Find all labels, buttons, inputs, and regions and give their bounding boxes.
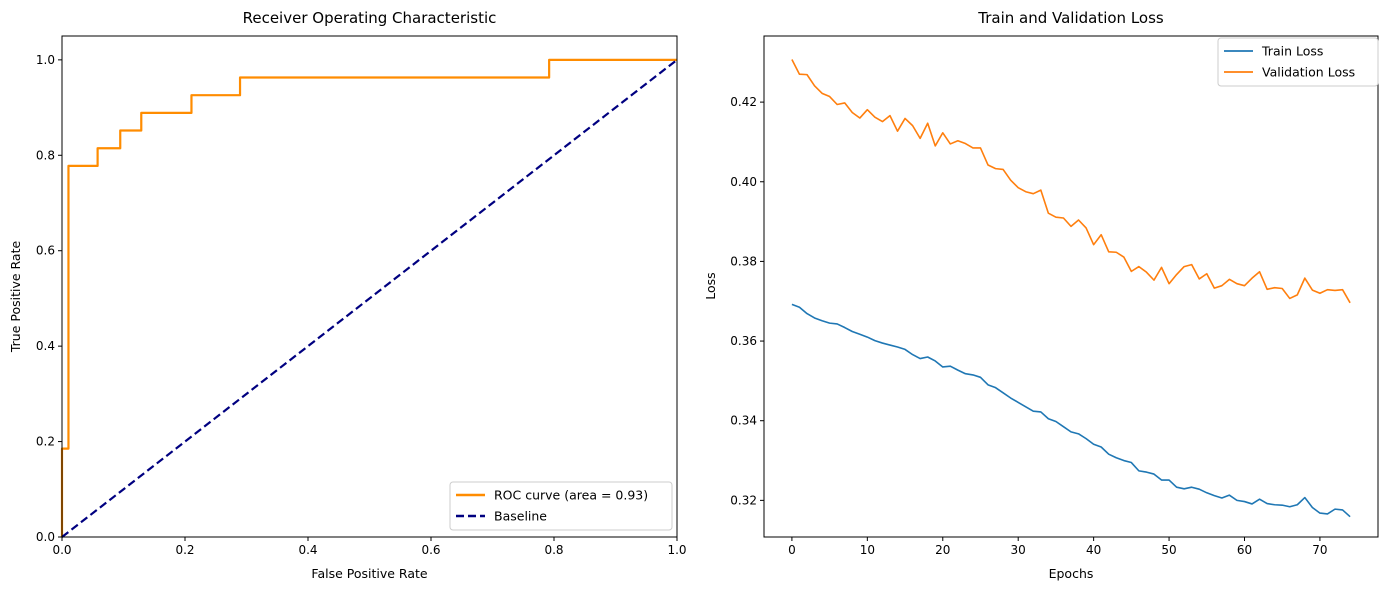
loss-x-tick-label: 20: [935, 543, 950, 557]
roc-x-tick-label: 0.4: [298, 543, 317, 557]
loss-y-tick-label: 0.38: [730, 254, 757, 268]
loss-chart: Train and Validation Loss 0 10 20 30 40 50 60 7…: [703, 9, 1379, 581]
roc-y-axis-label: True Positive Rate: [8, 241, 23, 354]
roc-series-line-0: [60, 58, 677, 537]
roc-x-tick-label: 0.0: [52, 543, 71, 557]
roc-legend-label-baseline: Baseline: [494, 509, 547, 524]
roc-x-tick-label: 0.2: [175, 543, 194, 557]
roc-legend-box: [449, 481, 673, 531]
loss-x-axis-label: Epochs: [1049, 566, 1094, 581]
roc-chart-title: Receiver Operating Characteristic: [243, 9, 497, 27]
roc-legend: ROC curve (area = 0.93) Baseline: [449, 481, 673, 531]
loss-legend: Train Loss Validation Loss: [1217, 37, 1379, 87]
loss-axes-frame: [763, 35, 1379, 538]
loss-x-tick-label: 40: [1086, 543, 1101, 557]
loss-plot-area: 0 10 20 30 40 50 60 70 0.32 0.34 0.36 0.38 0.40 0.42: [730, 35, 1379, 557]
loss-chart-title: Train and Validation Loss: [977, 9, 1164, 27]
roc-y-tick-label: 0.6: [36, 244, 55, 258]
roc-legend-label-roc-curve: ROC curve (area = 0.93): [494, 488, 648, 503]
roc-y-tick-label: 0.2: [36, 435, 55, 449]
loss-series-line-1: [791, 59, 1351, 304]
roc-x-tick-label: 1.0: [667, 543, 686, 557]
roc-plot-area: 0.0 0.2 0.4 0.6 0.8 1.0 0.0 0.2 0.4 0.6 0.8 1.0: [36, 35, 687, 557]
roc-x-tick-label: 0.6: [421, 543, 440, 557]
loss-x-tick-label: 60: [1237, 543, 1252, 557]
loss-legend-label-validation: Validation Loss: [1262, 65, 1355, 80]
roc-series-line-1: [61, 58, 678, 538]
loss-y-tick-label: 0.34: [730, 414, 757, 428]
loss-y-axis-label: Loss: [703, 272, 718, 299]
roc-chart: Receiver Operating Characteristic 0.0 0.2…: [8, 9, 687, 581]
loss-legend-box: [1217, 37, 1379, 87]
loss-y-tick-label: 0.36: [730, 334, 757, 348]
loss-x-tick-label: 70: [1312, 543, 1327, 557]
roc-y-tick-label: 0.4: [36, 339, 55, 353]
roc-x-tick-label: 0.8: [544, 543, 563, 557]
loss-x-tick-label: 0: [788, 543, 796, 557]
roc-y-tick-label: 1.0: [36, 53, 55, 67]
roc-y-tick-label: 0.0: [36, 530, 55, 544]
loss-legend-label-train: Train Loss: [1261, 44, 1323, 59]
roc-y-tick-label: 0.8: [36, 148, 55, 162]
loss-y-tick-label: 0.40: [730, 175, 757, 189]
loss-x-tick-label: 30: [1011, 543, 1026, 557]
loss-x-tick-label: 50: [1161, 543, 1176, 557]
loss-y-tick-label: 0.42: [730, 95, 757, 109]
loss-series-line-0: [791, 303, 1351, 518]
roc-axes-frame: [61, 35, 678, 538]
roc-x-axis-label: False Positive Rate: [311, 566, 427, 581]
loss-x-tick-label: 10: [860, 543, 875, 557]
loss-y-tick-label: 0.32: [730, 493, 757, 507]
